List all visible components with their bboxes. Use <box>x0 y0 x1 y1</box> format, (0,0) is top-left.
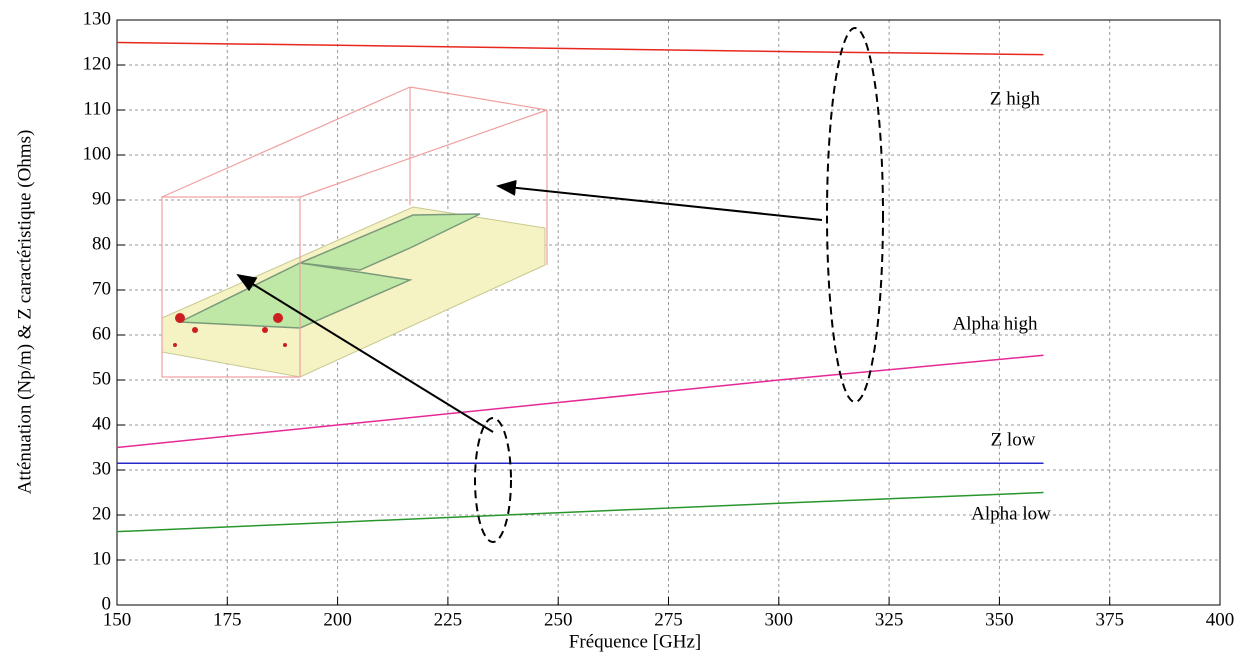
y-tick-label: 20 <box>92 503 111 524</box>
y-tick-label: 50 <box>92 368 111 389</box>
y-tick-label: 30 <box>92 458 111 479</box>
y-tick-label: 110 <box>83 98 111 119</box>
series-line <box>117 493 1044 532</box>
inset-figure <box>162 87 547 377</box>
x-tick-label: 175 <box>213 609 242 630</box>
series-label: Z high <box>990 88 1041 109</box>
series-label: Z low <box>991 429 1036 450</box>
x-tick-label: 150 <box>103 609 132 630</box>
y-tick-label: 90 <box>92 188 111 209</box>
series-line <box>117 43 1044 55</box>
y-tick-label: 40 <box>92 413 111 434</box>
y-tick-label: 80 <box>92 233 111 254</box>
y-tick-label: 60 <box>92 323 111 344</box>
x-tick-label: 325 <box>875 609 904 630</box>
x-tick-label: 275 <box>654 609 683 630</box>
chart: 0102030405060708090100110120130150175200… <box>0 0 1249 657</box>
series-label: Alpha high <box>953 313 1038 334</box>
x-tick-label: 200 <box>323 609 352 630</box>
y-tick-label: 10 <box>92 548 111 569</box>
x-tick-label: 300 <box>765 609 794 630</box>
x-axis-label: Fréquence [GHz] <box>569 631 701 652</box>
y-tick-label: 70 <box>92 278 111 299</box>
x-tick-label: 225 <box>434 609 463 630</box>
x-tick-label: 375 <box>1095 609 1124 630</box>
y-tick-label: 100 <box>83 143 112 164</box>
x-tick-label: 350 <box>985 609 1014 630</box>
x-tick-label: 400 <box>1206 609 1235 630</box>
y-tick-label: 130 <box>83 8 112 29</box>
y-axis-label: Atténuation (Np/m) & Z caractéristique (… <box>14 130 35 495</box>
x-tick-label: 250 <box>544 609 573 630</box>
y-tick-label: 120 <box>83 53 112 74</box>
series-label: Alpha low <box>971 503 1051 524</box>
